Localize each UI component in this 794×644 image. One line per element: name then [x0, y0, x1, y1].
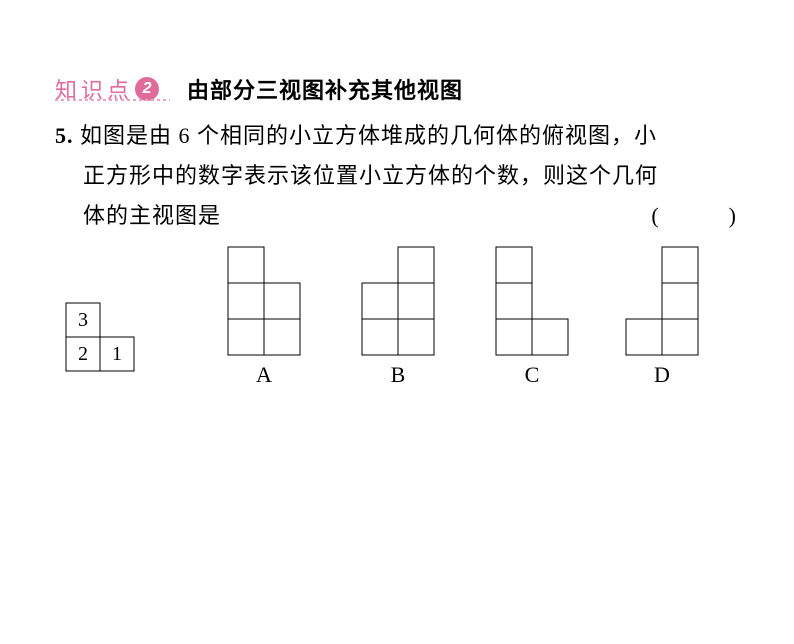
- question-line-2: 正方形中的数字表示该位置小立方体的个数，则这个几何: [55, 156, 745, 196]
- option-label-b: B: [391, 362, 406, 388]
- figures-row: 3 2 1 A B C D: [55, 246, 755, 388]
- question-line-1: 5. 如图是由 6 个相同的小立方体堆成的几何体的俯视图，小: [55, 116, 745, 156]
- question-number: 5.: [55, 123, 74, 148]
- option-grid-d: [625, 246, 699, 356]
- section-title: 由部分三视图补充其他视图: [187, 73, 463, 105]
- option-c: C: [495, 246, 569, 388]
- option-grid-c: [495, 246, 569, 356]
- option-a: A: [227, 246, 301, 388]
- question-text-3: 体的主视图是: [83, 203, 221, 228]
- svg-text:1: 1: [112, 343, 122, 365]
- question-line-3: 体的主视图是 ( ): [55, 196, 745, 236]
- answer-paren: ( ): [651, 196, 737, 236]
- option-b: B: [361, 246, 435, 388]
- option-grid-b: [361, 246, 435, 356]
- svg-text:3: 3: [78, 309, 88, 331]
- heading-underline: [55, 99, 170, 101]
- given-figure: 3 2 1: [65, 302, 135, 372]
- badge-number: 2: [135, 77, 159, 101]
- option-d: D: [625, 246, 699, 388]
- option-label-a: A: [256, 362, 272, 388]
- option-label-d: D: [654, 362, 670, 388]
- svg-text:2: 2: [78, 343, 88, 365]
- option-label-c: C: [525, 362, 540, 388]
- option-grid-a: [227, 246, 301, 356]
- given-grid: 3 2 1: [65, 302, 135, 372]
- question-text-1: 如图是由 6 个相同的小立方体堆成的几何体的俯视图，小: [80, 123, 657, 148]
- question-block: 5. 如图是由 6 个相同的小立方体堆成的几何体的俯视图，小 正方形中的数字表示…: [55, 116, 745, 236]
